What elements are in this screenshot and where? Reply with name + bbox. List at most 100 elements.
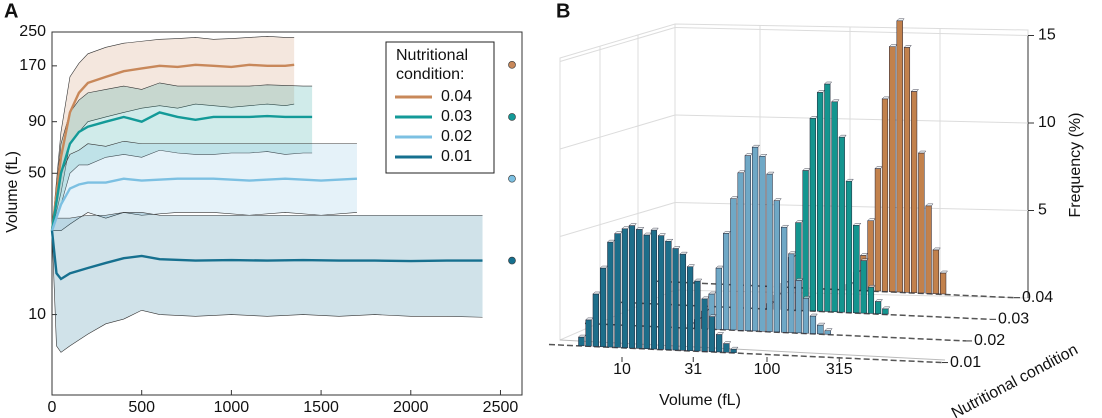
bar-top [809, 313, 818, 317]
bar-group [917, 150, 927, 294]
bar [687, 266, 694, 351]
bar-top [903, 45, 912, 48]
bar [751, 146, 759, 332]
bar-top [795, 278, 804, 281]
grid-line [674, 114, 1029, 124]
bar-top [592, 291, 601, 295]
y-tick-label: 10 [28, 306, 46, 323]
bar-top [824, 81, 833, 85]
bar-group [730, 196, 739, 331]
band-lower [51, 230, 483, 353]
bar-top [621, 226, 630, 229]
legend-label: 0.01 [441, 148, 472, 165]
grid-line [559, 114, 676, 150]
bar [925, 205, 932, 294]
bar-group [860, 258, 869, 314]
bar-group [867, 218, 876, 291]
bar-top [896, 18, 905, 21]
bar-top [795, 220, 804, 223]
bar-group [932, 247, 941, 294]
bar [730, 348, 737, 353]
bar-top [881, 96, 890, 100]
bar-group [715, 265, 724, 330]
x-tick-label: 2500 [483, 399, 519, 416]
bar-top [917, 150, 927, 154]
bar-top [701, 296, 710, 300]
bar-top [766, 171, 775, 175]
z-axis-label: Frequency (%) [1067, 113, 1084, 218]
bar [824, 83, 831, 312]
y-tick-label: 0.04 [1022, 289, 1053, 306]
bar-group [903, 45, 912, 293]
bar-group [686, 264, 695, 351]
bar-top [816, 90, 825, 93]
line [50, 177, 358, 232]
bar-group [910, 89, 919, 293]
bar [802, 170, 809, 311]
bar [708, 316, 715, 352]
bar-top [874, 166, 883, 169]
bar-group [831, 99, 840, 313]
bar-group [780, 225, 789, 333]
bar-top [672, 246, 681, 249]
bar-group [809, 313, 818, 334]
bar-group [816, 322, 826, 335]
bar-group [744, 153, 753, 331]
bar-group [852, 223, 862, 314]
bar-top [737, 170, 746, 173]
bar [809, 315, 817, 334]
bar-group [773, 198, 782, 333]
bar-group [708, 291, 717, 330]
bar-top [628, 223, 637, 226]
bar-top [664, 239, 674, 242]
bar-top [635, 227, 645, 230]
bar-top [722, 231, 731, 234]
bar-group [881, 96, 890, 292]
bar-group [643, 232, 652, 349]
bar-group [599, 265, 608, 348]
y-tick-label: 50 [28, 165, 46, 182]
bar-group [694, 278, 703, 352]
bar [932, 249, 940, 294]
y-axis-label: Nutritional condition [949, 341, 1081, 418]
bar-top [708, 291, 717, 295]
y-tick-label: 0.03 [998, 311, 1029, 328]
y-tick-label: 250 [19, 23, 46, 40]
x-tick-label: 2000 [393, 399, 429, 416]
z-tick-label: 10 [1038, 114, 1056, 131]
band-upper [51, 82, 313, 231]
y-tick-label: 0.01 [950, 354, 981, 371]
bar [889, 46, 896, 292]
bar [896, 20, 903, 293]
bar-top [657, 233, 666, 236]
bar [599, 267, 607, 348]
bar-group [816, 90, 825, 312]
panel-label: A [4, 0, 18, 22]
bar-group [845, 179, 854, 313]
legend-title: Nutritional condition: [396, 47, 469, 83]
y-tick-label: 90 [28, 113, 46, 130]
bar [592, 293, 599, 347]
bar [845, 180, 853, 313]
bar [715, 334, 723, 353]
bar-group [715, 332, 724, 353]
bar-group [802, 296, 811, 334]
bar-group [672, 246, 681, 351]
bar-group [881, 306, 891, 315]
bar-group [737, 170, 746, 331]
bar-top [708, 314, 717, 317]
bar-top [744, 153, 753, 156]
bar-group [650, 227, 659, 350]
bar-top [788, 251, 797, 255]
bar-top [802, 296, 811, 299]
legend-label: 0.03 [441, 108, 472, 125]
bar-top [715, 332, 724, 335]
bar [831, 101, 838, 313]
bar-group [628, 223, 637, 349]
x-tick-label: 31 [684, 361, 702, 378]
bar-group [874, 166, 883, 292]
band [52, 36, 295, 231]
bar-top [679, 251, 688, 255]
bar-top [715, 265, 724, 269]
bar [881, 98, 889, 292]
